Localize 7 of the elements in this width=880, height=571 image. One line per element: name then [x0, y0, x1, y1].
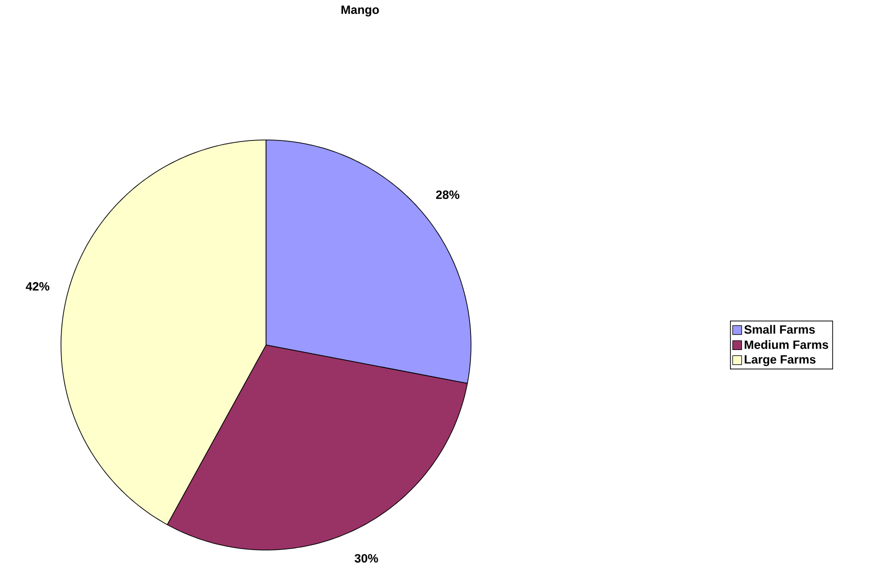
legend-label: Large Farms	[744, 355, 816, 366]
data-label: 28%	[436, 190, 460, 199]
chart-title: Mango	[341, 6, 379, 16]
legend-label: Medium Farms	[744, 340, 828, 349]
data-label: 42%	[26, 282, 50, 291]
data-label: 30%	[354, 554, 378, 563]
legend-label: Small Farms	[744, 324, 815, 334]
